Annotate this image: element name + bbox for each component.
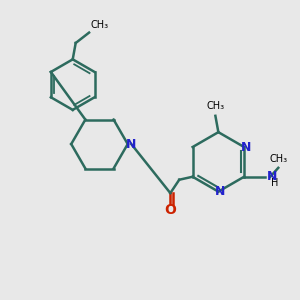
Text: H: H: [271, 178, 278, 188]
Text: N: N: [215, 185, 225, 198]
Text: CH₃: CH₃: [91, 20, 109, 30]
Text: O: O: [164, 203, 176, 217]
Text: CH₃: CH₃: [269, 154, 287, 164]
Text: CH₃: CH₃: [206, 101, 224, 111]
Text: N: N: [126, 138, 136, 151]
Text: N: N: [266, 170, 277, 183]
Text: N: N: [240, 140, 251, 154]
